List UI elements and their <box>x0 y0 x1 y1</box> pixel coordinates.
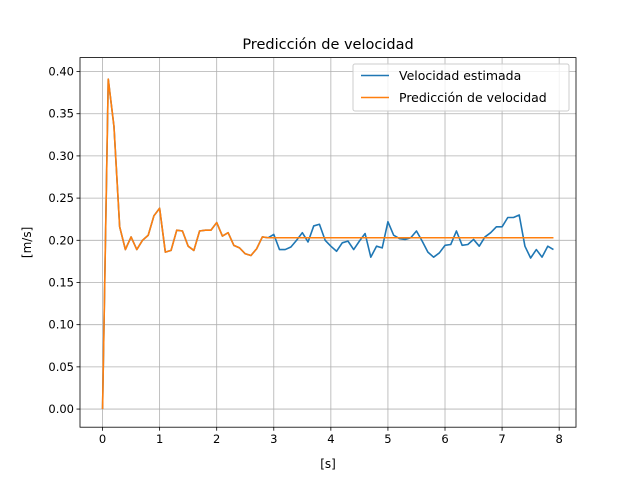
plot-frame <box>79 57 577 428</box>
legend-box <box>352 63 570 112</box>
x-axis-label: [s] <box>320 457 336 471</box>
y-tick-label: 0.40 <box>48 65 74 79</box>
y-tick-label: 0.05 <box>48 360 74 374</box>
y-tick-label: 0.35 <box>48 107 74 121</box>
x-tick-label: 4 <box>327 432 334 446</box>
axis-ticks: 0 1 2 3 4 5 6 7 8 0.00 0.05 0.10 0.15 0.20 0.25 0.30 0.3… <box>48 65 562 447</box>
y-tick-label: 0.20 <box>48 233 74 247</box>
y-tick-label: 0.15 <box>48 275 74 289</box>
x-tick-label: 3 <box>270 432 277 446</box>
legend-label-prediction: Predicción de velocidad <box>399 90 547 105</box>
series-layer <box>101 78 554 410</box>
x-tick-label: 8 <box>555 432 562 446</box>
x-tick-label: 2 <box>213 432 220 446</box>
x-tick-label: 6 <box>441 432 448 446</box>
x-tick-label: 7 <box>498 432 505 446</box>
legend: Velocidad estimada Predicción de velocid… <box>352 63 570 112</box>
y-tick-label: 0.30 <box>48 149 74 163</box>
series-line-prediction <box>101 78 554 410</box>
chart-title: Predicción de velocidad <box>242 37 413 53</box>
y-tick-label: 0.00 <box>48 402 74 416</box>
y-tick-label: 0.10 <box>48 318 74 332</box>
x-tick-label: 5 <box>384 432 391 446</box>
y-axis-label: [m/s] <box>20 227 34 258</box>
grid-lines <box>80 57 576 428</box>
x-tick-label: 0 <box>99 432 106 446</box>
y-tick-label: 0.25 <box>48 191 74 205</box>
x-tick-label: 1 <box>156 432 163 446</box>
legend-label-estimated: Velocidad estimada <box>399 68 521 83</box>
